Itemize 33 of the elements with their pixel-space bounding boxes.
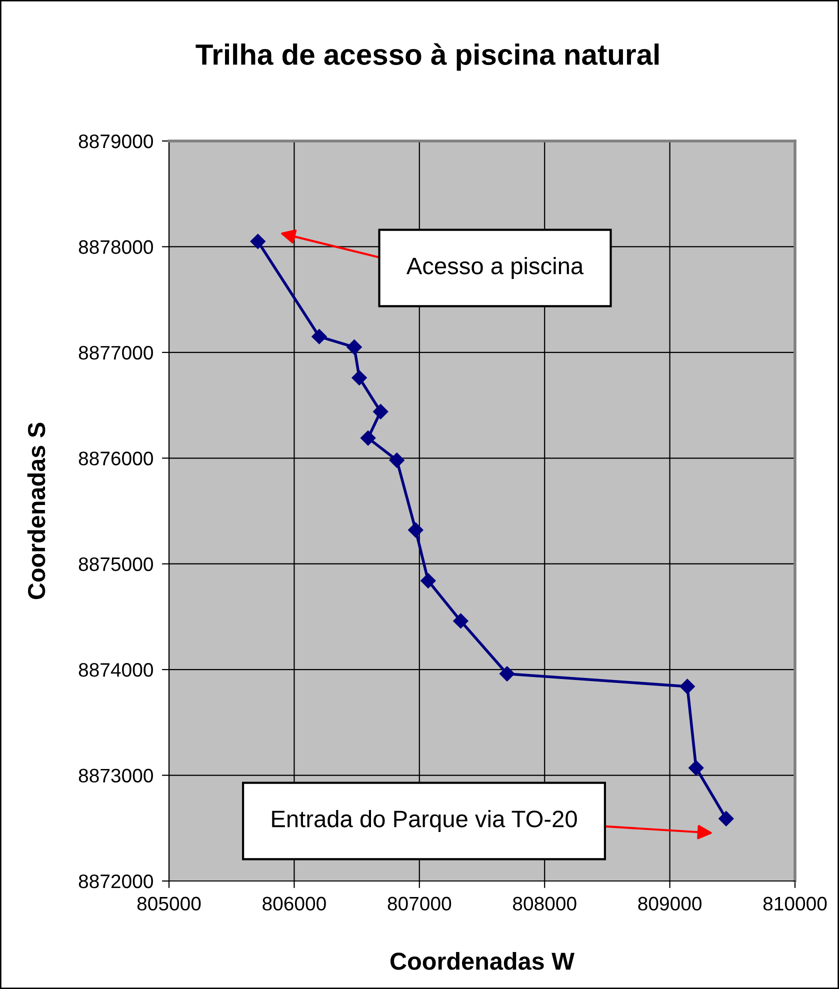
y-tick-label: 8875000 — [78, 557, 153, 572]
y-tick-label: 8878000 — [78, 240, 153, 254]
point — [312, 329, 327, 344]
point — [718, 811, 734, 826]
x-tick-label: 806000 — [262, 896, 326, 911]
x-tick-label: 807000 — [388, 896, 452, 911]
y-tick-label: 8874000 — [78, 663, 153, 677]
y-tick-label: 8873000 — [78, 768, 153, 783]
point — [688, 760, 704, 776]
y-tick-label: 8872000 — [78, 874, 153, 888]
point — [453, 613, 468, 629]
chart-title: Trilha de acesso à piscina natural — [196, 43, 659, 71]
y-tick-label: 8876000 — [78, 452, 153, 466]
point — [420, 573, 436, 588]
y-axis-title: Coordenadas S — [27, 422, 46, 600]
x-tick-label: 809000 — [638, 896, 702, 911]
annotation: Entrada do Parque via TO-20 — [272, 810, 577, 832]
y-tick-label: 8877000 — [78, 346, 153, 360]
x-tick-label: 805000 — [137, 896, 201, 911]
point — [408, 522, 424, 538]
y-tick-label: 8879000 — [78, 134, 153, 148]
x-axis-title: Coordenadas W — [390, 952, 574, 970]
annotation: Acesso a piscina — [406, 256, 584, 280]
point — [360, 430, 376, 446]
point — [680, 678, 695, 694]
point — [346, 340, 362, 355]
point — [352, 370, 367, 386]
x-tick-label: 808000 — [513, 896, 576, 911]
point — [499, 666, 515, 682]
point — [373, 404, 388, 420]
x-tick-label: 810000 — [763, 896, 827, 911]
point — [389, 452, 404, 468]
point — [250, 234, 266, 249]
